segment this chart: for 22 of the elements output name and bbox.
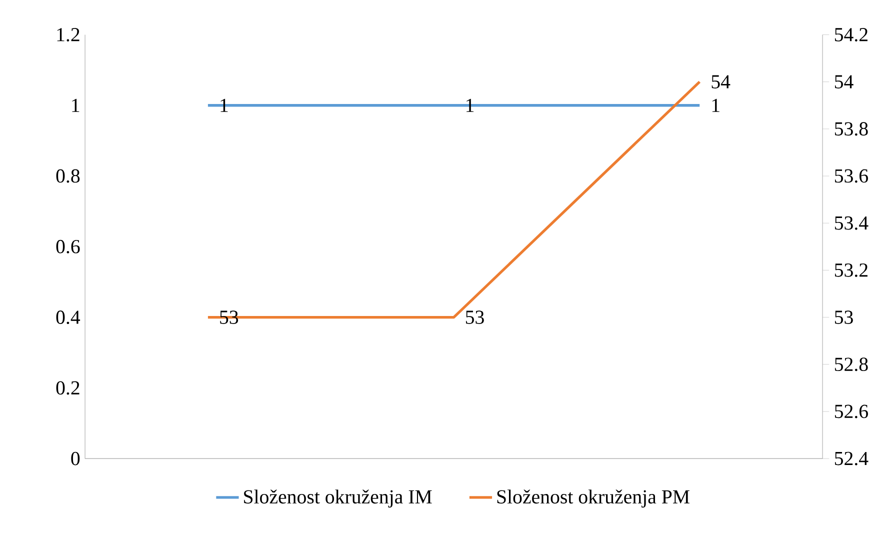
y2-tick-label: 53.4 bbox=[834, 216, 868, 230]
y2-tick-label: 54.2 bbox=[834, 28, 868, 42]
data-label: 1 bbox=[712, 98, 720, 112]
y2-tick-label: 52.8 bbox=[834, 358, 868, 372]
y-tick-label: 1 bbox=[72, 98, 80, 112]
y2-tick-label: 54 bbox=[834, 75, 854, 88]
y-tick-label: 0.8 bbox=[56, 169, 80, 183]
y-tick-label: 0.4 bbox=[56, 310, 80, 324]
y2-tick-label: 52.4 bbox=[834, 452, 868, 466]
y-tick-label: 0.6 bbox=[56, 240, 80, 254]
y-tick-label: 0 bbox=[71, 452, 80, 466]
y2-tick-label: 53.8 bbox=[834, 122, 868, 136]
y2-tick-label: 53 bbox=[834, 310, 853, 324]
legend-label: Složenost okruženja PM bbox=[497, 490, 690, 508]
data-label: 54 bbox=[712, 75, 730, 88]
data-label: 53 bbox=[466, 310, 484, 324]
y2-tick-label: 52.6 bbox=[834, 404, 868, 418]
y-tick-label: 1.2 bbox=[57, 28, 80, 42]
y2-tick-label: 53.2 bbox=[834, 264, 868, 277]
y2-tick-label: 53.6 bbox=[834, 169, 868, 183]
y-tick-label: 0.2 bbox=[56, 381, 80, 395]
legend-label: Složenost okruženja IM bbox=[244, 490, 432, 508]
